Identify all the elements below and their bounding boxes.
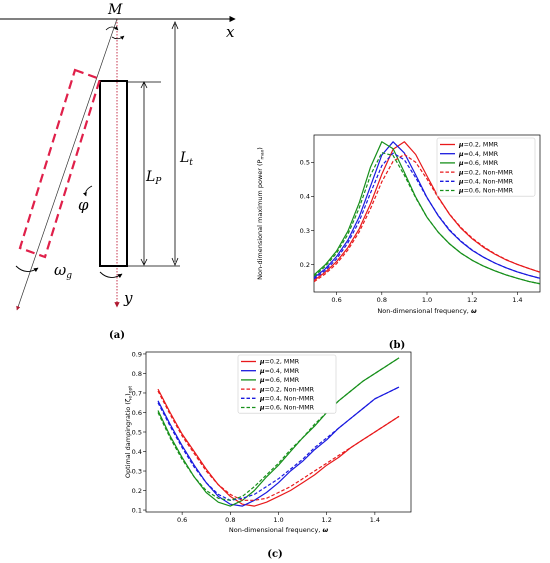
series-line-4 [314, 153, 540, 283]
y-tick-label: 0.3 [132, 467, 142, 475]
x-tick-label: 1.4 [370, 516, 380, 524]
legend-label: μ=0.6, MMR [259, 377, 300, 384]
y-tick-label: 0.7 [132, 389, 142, 397]
legend-label: μ=0.6, Non-MMR [259, 405, 315, 412]
pivot-label: M [107, 2, 123, 18]
y-tick-label: 0.9 [132, 350, 142, 358]
pendulum-diagram: x M Lt LP φ ωg y [0, 2, 236, 311]
series-line-4 [157, 390, 400, 501]
x-tick-label: 0.8 [225, 516, 235, 524]
pivot-rotation-icon-2 [111, 35, 125, 40]
y-axis-label: Non-dimensional maximum power (Pmax) [256, 147, 266, 280]
pivot-rotation-icon [105, 26, 119, 31]
legend-box [237, 354, 337, 414]
lt-top-arrowhead [171, 20, 179, 30]
lp-top-arrowhead [140, 81, 148, 89]
legend-label: μ=0.2, MMR [259, 359, 300, 366]
x-tick-label: 0.6 [331, 296, 341, 304]
legend-box [436, 137, 536, 197]
y-tick-label: 0.2 [132, 487, 142, 495]
y-tick-label: 0.3 [300, 227, 310, 235]
x-axis-label: Non-dimensional frequency, ω [377, 307, 477, 315]
caption-a: (a) [109, 330, 125, 341]
series-line-6 [314, 152, 540, 285]
series-line-5 [314, 152, 540, 280]
y-tick-label: 0.4 [132, 448, 142, 456]
series-line-2 [314, 141, 540, 279]
tilted-axis-line [16, 18, 118, 311]
x-tick-label: 0.8 [377, 296, 387, 304]
legend-label: μ=0.2, MMR [458, 142, 499, 149]
caption-c: (c) [267, 549, 283, 560]
legend-label: μ=0.4, Non-MMR [259, 396, 315, 403]
x-axis-label: Non-dimensional frequency, ω [229, 526, 329, 534]
y-tick-label: 0.5 [132, 428, 142, 436]
x-tick-label: 1.2 [322, 516, 332, 524]
legend-label: μ=0.4, MMR [259, 368, 300, 375]
x-axis-label: x [226, 23, 235, 41]
phi-rotation-icon [82, 185, 93, 197]
x-tick-label: 0.6 [177, 516, 187, 524]
caption-b: (b) [389, 340, 405, 351]
lp-bottom-arrowhead [140, 258, 148, 266]
y-tick-label: 0.2 [300, 261, 310, 269]
y-tick-label: 0.4 [300, 193, 310, 201]
x-tick-label: 1.2 [467, 296, 477, 304]
y-axis-label: y [123, 289, 133, 307]
y-tick-label: 0.1 [132, 506, 142, 514]
omega-rotation-icon [15, 265, 39, 273]
y-tick-label: 0.6 [132, 409, 142, 417]
lp-label: LP [145, 169, 162, 187]
legend-label: μ=0.6, MMR [458, 160, 499, 167]
phi-label: φ [78, 196, 89, 214]
legend-label: μ=0.4, Non-MMR [458, 179, 514, 186]
x-tick-label: 1.0 [273, 516, 283, 524]
chart-b-power: 0.6 0.8 1.0 1.2 1.4 0.2 0.3 0.4 0.5 Non-dimension… [256, 134, 541, 315]
pendulum-rect-vertical [99, 80, 128, 267]
pendulum-rect-tilted [18, 68, 102, 259]
y-axis-label: Optimal dampingratio (ζe)opt [124, 386, 134, 478]
legend-label: μ=0.4, MMR [458, 151, 499, 158]
y-tick-label: 0.8 [132, 370, 142, 378]
legend-label: μ=0.2, Non-MMR [259, 386, 315, 393]
omega-label: ωg [54, 261, 72, 281]
chart-c-damping: 0.6 0.8 1.0 1.2 1.4 0.1 0.2 0.3 0.4 0.5 0.6 0.7 0.8 0… [124, 350, 412, 534]
series-line-6 [157, 357, 400, 501]
lt-bottom-arrowhead [171, 257, 179, 267]
x-tick-label: 1.4 [512, 296, 522, 304]
lt-label: Lt [179, 150, 193, 168]
legend-label: μ=0.2, Non-MMR [458, 169, 514, 176]
series-line-1 [157, 388, 400, 507]
series-line-5 [157, 386, 400, 501]
y-tick-label: 0.5 [300, 159, 310, 167]
legend-label: μ=0.6, Non-MMR [458, 188, 514, 195]
x-tick-label: 1.0 [422, 296, 432, 304]
y-rotation-icon [99, 271, 123, 279]
